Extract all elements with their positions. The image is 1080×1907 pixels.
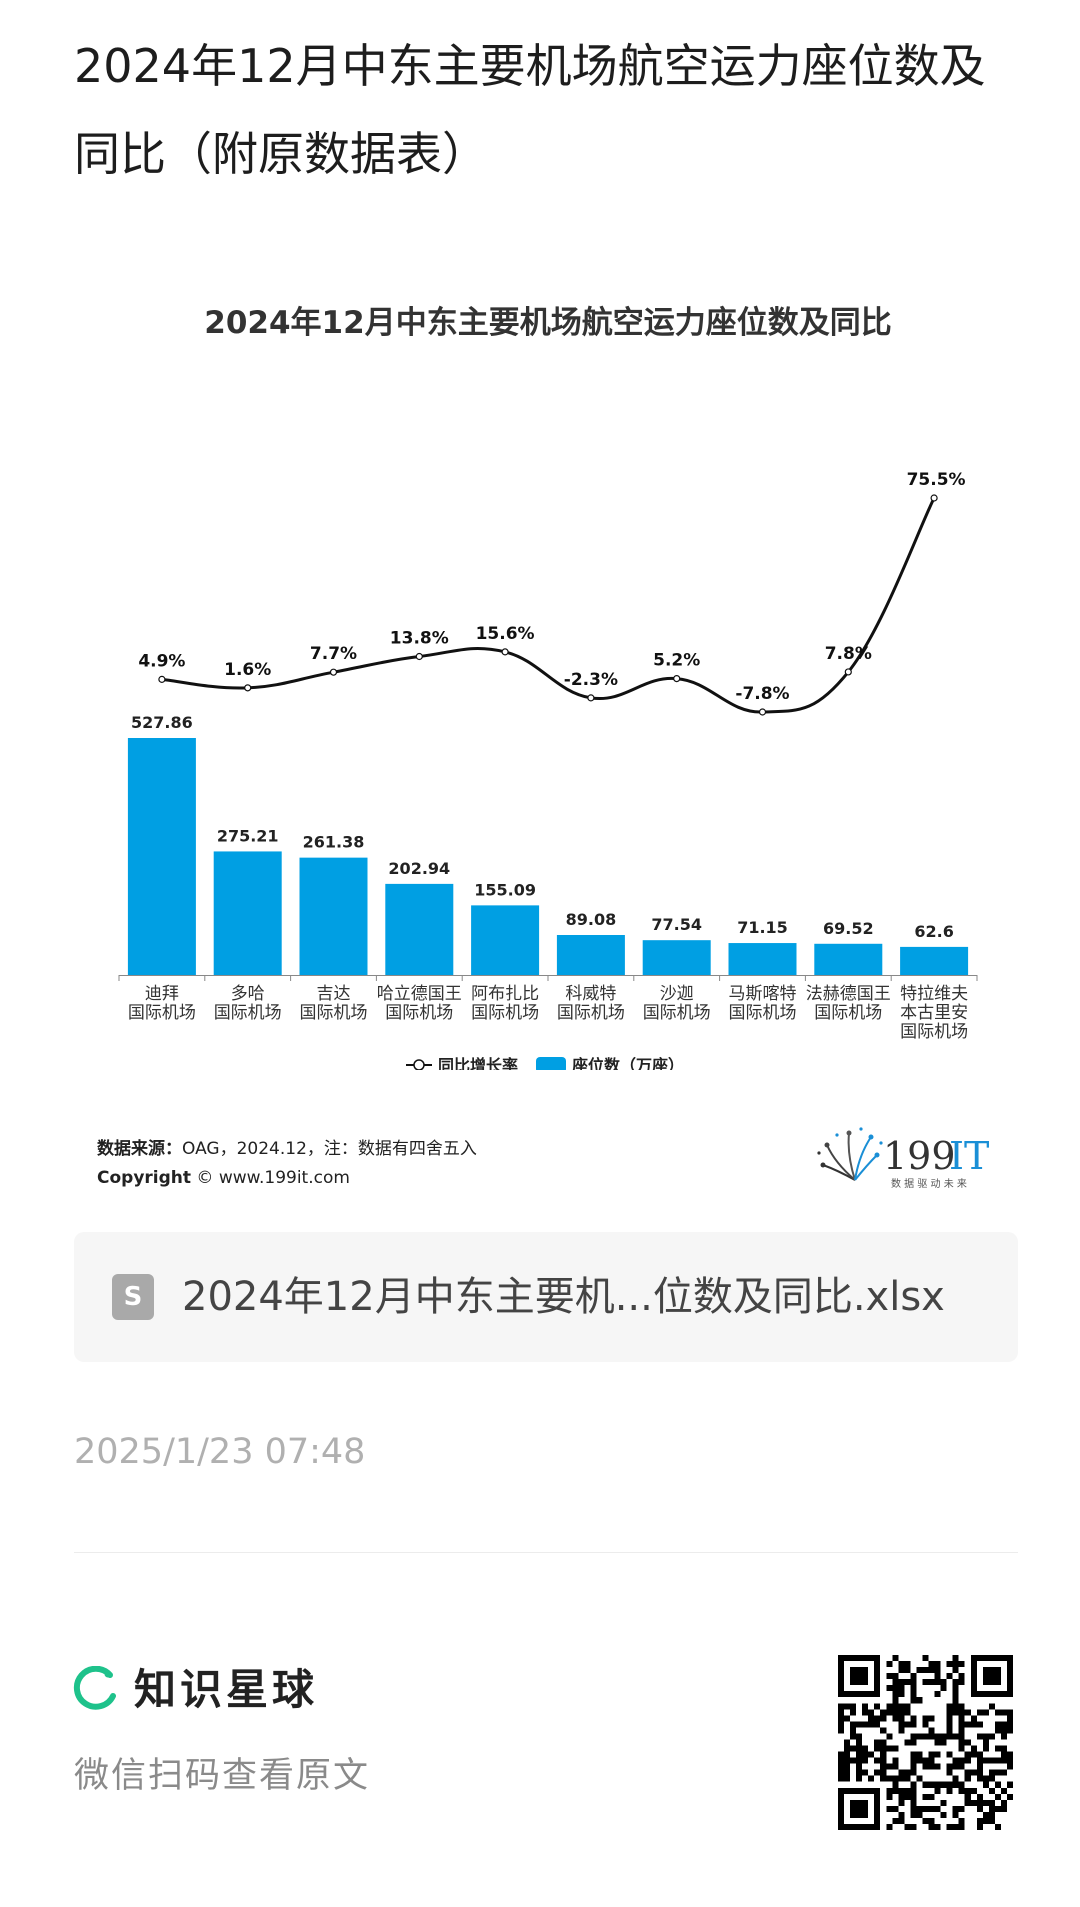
line-value-label: 13.8% — [390, 629, 449, 649]
category-label: 国际机场 — [557, 1003, 625, 1023]
bar-value-label: 527.86 — [131, 713, 193, 732]
category-label: 多哈 — [231, 984, 265, 1004]
line-value-label: 4.9% — [138, 651, 185, 671]
copyright-label: Copyright — [97, 1168, 192, 1188]
category-label: 特拉维夫 — [900, 984, 968, 1004]
category-label: 马斯喀特 — [729, 984, 797, 1004]
line-value-label: 7.7% — [310, 644, 357, 664]
bar-value-label: 155.09 — [474, 880, 536, 899]
category-label: 科威特 — [565, 984, 616, 1004]
line-value-label: 5.2% — [653, 651, 700, 671]
dandelion-icon — [817, 1127, 883, 1181]
bar-value-label: 89.08 — [566, 910, 617, 929]
legend-bar-label: 座位数（万座） — [571, 1056, 684, 1070]
growth-rate-line — [161, 497, 936, 714]
legend-line-marker — [413, 1059, 425, 1070]
brand-name: 知识星球 — [134, 1665, 319, 1714]
line-point — [844, 668, 852, 676]
bar-value-label: 261.38 — [303, 833, 365, 852]
copyright-text: © www.199it.com — [196, 1168, 350, 1188]
line-value-label: 75.5% — [907, 470, 966, 490]
svg-text:199: 199 — [883, 1134, 956, 1178]
category-label: 国际机场 — [128, 1003, 196, 1023]
line-value-label: 7.8% — [825, 644, 872, 664]
category-label: 沙迦 — [660, 984, 694, 1004]
scan-hint: 微信扫码查看原文 — [74, 1756, 371, 1796]
bar — [814, 943, 883, 975]
bar — [642, 940, 711, 975]
legend-line-label: 同比增长率 — [438, 1056, 518, 1070]
bar — [728, 943, 797, 975]
line-point — [587, 694, 595, 702]
line-point — [158, 675, 166, 683]
line-point — [930, 494, 938, 502]
page-title: 2024年12月中东主要机场航空运力座位数及同比（附原数据表） — [74, 39, 986, 181]
line-value-label: 15.6% — [476, 624, 535, 644]
category-label: 国际机场 — [643, 1003, 711, 1023]
category-label: 国际机场 — [729, 1003, 797, 1023]
attachment-file-name: 2024年12月中东主要机...位数及同比.xlsx — [182, 1274, 945, 1320]
line-point — [673, 675, 681, 683]
source-label: 数据来源： — [97, 1139, 182, 1159]
line-point — [758, 708, 767, 716]
category-label: 国际机场 — [385, 1003, 453, 1023]
bar-value-label: 71.15 — [737, 918, 788, 937]
bar — [299, 857, 368, 975]
bar-value-label: 275.21 — [217, 826, 279, 845]
bar-value-label: 69.52 — [823, 919, 874, 938]
line-point — [329, 668, 338, 676]
bar — [213, 851, 282, 975]
category-label: 阿布扎比 — [471, 984, 539, 1004]
bar — [385, 883, 454, 975]
line-value-label: 1.6% — [224, 660, 271, 680]
data-source: 数据来源：OAG，2024.12，注：数据有四舍五入 Copyright © w… — [97, 1135, 477, 1193]
category-label: 吉达 — [317, 984, 351, 1004]
divider — [74, 1552, 1018, 1553]
chart: 2024年12月中东主要机场航空运力座位数及同比 527.86 275.21 261.… — [118, 305, 978, 1070]
bar — [471, 905, 540, 975]
bar — [556, 935, 625, 975]
chart-title: 2024年12月中东主要机场航空运力座位数及同比 — [204, 305, 891, 341]
qr-code[interactable] — [838, 1655, 1013, 1830]
attachment-card[interactable]: S 2024年12月中东主要机...位数及同比.xlsx — [74, 1232, 1018, 1362]
legend-bar-swatch — [536, 1057, 566, 1070]
logo-tagline: 数 据 驱 动 未 来 — [891, 1177, 967, 1190]
199it-logo: 199 IT 数 据 驱 动 未 来 — [817, 1127, 989, 1190]
line-point — [501, 648, 509, 656]
category-label: 国际机场 — [814, 1003, 882, 1023]
bar — [127, 738, 196, 975]
zsxq-logo-icon — [73, 1666, 116, 1710]
category-label: 本古里安 — [900, 1003, 968, 1023]
category-label: 国际机场 — [900, 1022, 968, 1042]
post-timestamp: 2025/1/23 07:48 — [74, 1432, 366, 1472]
spreadsheet-file-icon: S — [112, 1274, 154, 1320]
category-label: 哈立德国王 — [377, 984, 462, 1004]
line-point — [415, 652, 423, 661]
line-point — [244, 684, 252, 692]
category-label: 法赫德国王 — [806, 984, 891, 1004]
category-label: 国际机场 — [471, 1003, 539, 1023]
source-text: OAG，2024.12，注：数据有四舍五入 — [182, 1139, 477, 1159]
line-value-label: -2.3% — [564, 670, 618, 690]
category-label: 迪拜 — [145, 984, 179, 1004]
line-value-label: -7.8% — [735, 684, 789, 704]
bar — [900, 946, 969, 975]
bar-value-label: 77.54 — [651, 915, 702, 934]
category-label: 国际机场 — [214, 1003, 282, 1023]
logo-text: IT — [949, 1134, 989, 1178]
category-label: 国际机场 — [300, 1003, 368, 1023]
bar-value-label: 62.6 — [914, 922, 953, 941]
bar-value-label: 202.94 — [388, 859, 450, 878]
